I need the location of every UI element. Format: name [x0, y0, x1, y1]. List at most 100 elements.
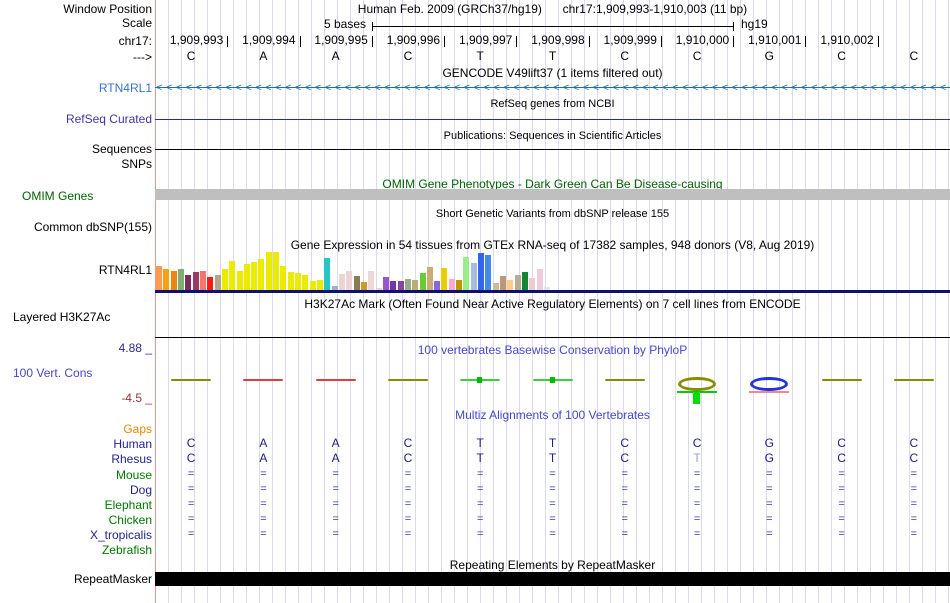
multiz-species-label[interactable]: Rhesus: [111, 452, 152, 466]
multiz-cell: =: [910, 528, 918, 540]
multiz-cell: =: [910, 498, 918, 510]
reference-base: T: [476, 49, 484, 63]
phylop-min-value: -4.5 _: [121, 391, 152, 405]
multiz-cell: =: [910, 468, 918, 480]
grid-background: [156, 0, 950, 603]
multiz-species-label[interactable]: Zebrafish: [101, 543, 152, 557]
multiz-cell: C: [403, 436, 413, 450]
gtex-bar: [368, 271, 375, 290]
reference-base: A: [259, 49, 268, 63]
multiz-cell: =: [621, 483, 628, 495]
multiz-species-label[interactable]: Dog: [129, 483, 152, 497]
phylop-title: 100 vertebrates Basewise Conservation by…: [417, 343, 688, 357]
position-title: chr17:1,909,993-1,910,003 (11 bp): [562, 2, 748, 16]
gtex-bar: [309, 281, 316, 290]
gtex-bar: [287, 272, 294, 290]
repeatmasker-bar[interactable]: [155, 572, 950, 586]
multiz-species-label[interactable]: Mouse: [115, 468, 152, 482]
h3k27ac-baseline[interactable]: [155, 337, 950, 338]
multiz-cell: C: [909, 436, 919, 450]
gtex-bar: [463, 257, 470, 290]
gtex-bar: [478, 253, 485, 290]
ruler-number: 1,909,993: [169, 33, 224, 47]
strand-label: --->: [133, 50, 152, 64]
track-left-border: [155, 0, 156, 603]
refseq-title: RefSeq genes from NCBI: [490, 98, 615, 110]
phylop-ring: [678, 377, 717, 391]
ruler-tick: [516, 36, 517, 47]
phylop-dot: [549, 377, 555, 383]
multiz-cell: =: [187, 483, 195, 495]
gtex-bar: [295, 273, 302, 290]
snps-track-label[interactable]: SNPs: [121, 157, 152, 171]
phylop-track-label[interactable]: 100 Vert. Cons: [13, 366, 93, 380]
h3k27ac-track-label[interactable]: Layered H3K27Ac: [13, 310, 111, 324]
gtex-gene-label[interactable]: RTN4RL1: [98, 263, 152, 277]
reference-base: T: [548, 49, 557, 63]
gtex-bar: [324, 258, 331, 290]
dbsnp-track-label[interactable]: Common dbSNP(155): [33, 220, 152, 234]
gtex-bar: [448, 279, 455, 290]
multiz-cell: =: [838, 468, 845, 480]
multiz-species-label[interactable]: Human: [113, 437, 152, 451]
multiz-cell: =: [404, 468, 412, 480]
gtex-bar: [273, 252, 280, 290]
multiz-cell: =: [332, 528, 339, 540]
gencode-gene-label[interactable]: RTN4RL1: [98, 81, 152, 95]
multiz-cell: =: [766, 468, 773, 480]
scale-label: Scale: [121, 16, 152, 30]
gene-strand-arrows[interactable]: <<<<<<<<<<<<<<<<<<<<<<<<<<<<<<<<<<<<<<<<…: [156, 82, 949, 94]
gtex-bar: [360, 282, 367, 290]
phylop-dash: [387, 379, 428, 381]
multiz-cell: =: [332, 498, 339, 510]
multiz-cell: =: [549, 498, 556, 510]
multiz-cell: T: [693, 451, 701, 465]
repeatmasker-title: Repeating Elements by RepeatMasker: [449, 558, 656, 572]
gene-line: [155, 87, 950, 88]
gtex-bar: [177, 269, 184, 290]
refseq-gene-line[interactable]: [155, 119, 950, 120]
multiz-cell: =: [910, 483, 918, 495]
multiz-cell: T: [548, 436, 557, 450]
phylop-dot: [477, 377, 483, 383]
omim-track-label[interactable]: OMIM Genes: [22, 189, 94, 203]
multiz-cell: A: [331, 451, 340, 465]
gtex-bar: [500, 276, 507, 290]
gtex-bar: [243, 264, 250, 290]
multiz-cell: =: [260, 468, 267, 480]
sequences-line[interactable]: [155, 149, 950, 150]
phylop-dash: [893, 379, 934, 381]
multiz-cell: T: [476, 436, 484, 450]
multiz-cell: =: [621, 498, 628, 510]
gtex-bar: [280, 266, 287, 290]
reference-base: C: [186, 49, 196, 63]
ruler-tick: [227, 36, 228, 47]
multiz-cell: =: [404, 528, 412, 540]
sequences-track-label[interactable]: Sequences: [91, 142, 152, 156]
multiz-species-label[interactable]: Elephant: [104, 498, 152, 512]
multiz-cell: C: [403, 451, 413, 465]
refseq-track-label[interactable]: RefSeq Curated: [65, 112, 152, 126]
multiz-cell: =: [838, 528, 845, 540]
repeatmasker-track-label[interactable]: RepeatMasker: [73, 572, 152, 586]
gtex-bar: [456, 280, 463, 290]
omim-gene-bar[interactable]: [155, 189, 950, 200]
multiz-cell: C: [186, 451, 196, 465]
multiz-cell: =: [477, 513, 484, 525]
multiz-species-label[interactable]: Gaps: [123, 422, 152, 436]
phylop-ring: [750, 377, 789, 391]
multiz-cell: =: [693, 498, 701, 510]
window-position-title: Human Feb. 2009 (GRCh37/hg19) chr17:1,90…: [155, 2, 950, 16]
multiz-cell: =: [404, 513, 412, 525]
phylop-dash: [315, 379, 356, 381]
gtex-bar: [492, 283, 499, 290]
scale-bar-right-tick: [733, 22, 734, 31]
multiz-species-label[interactable]: X_tropicalis: [89, 528, 152, 542]
phylop-underline: [749, 391, 790, 393]
multiz-cell: A: [331, 436, 340, 450]
gtex-bar: [229, 261, 236, 290]
scale-bar-line: [372, 26, 733, 27]
gtex-bar: [207, 277, 214, 290]
multiz-species-label[interactable]: Chicken: [108, 513, 152, 527]
multiz-cell: =: [332, 468, 339, 480]
